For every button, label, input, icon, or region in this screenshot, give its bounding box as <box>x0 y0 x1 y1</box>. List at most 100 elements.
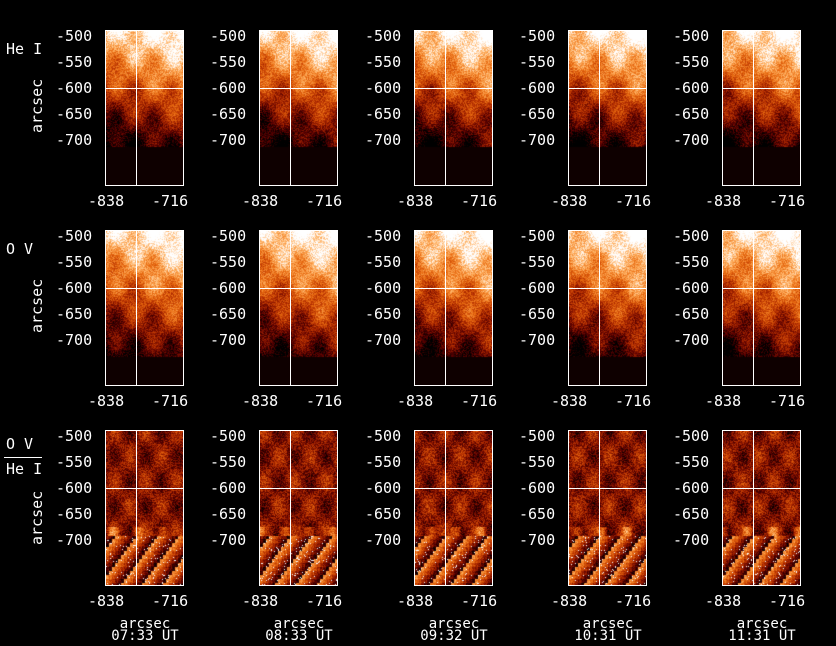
y-tick-label: -650 <box>673 505 710 523</box>
y-tick-label: -550 <box>519 253 556 271</box>
y-tick-label: -600 <box>210 79 247 97</box>
y-tick-label: -500 <box>56 27 93 45</box>
time-label: 11:31 UT <box>728 628 796 644</box>
crosshair-horizontal <box>106 288 183 289</box>
y-tick-label: -600 <box>673 479 710 497</box>
ratio-fraction-bar <box>4 457 42 458</box>
y-tick-label: -600 <box>519 279 556 297</box>
crosshair-horizontal <box>260 488 337 489</box>
y-tick-label: -700 <box>673 131 710 149</box>
x-tick-label: -838 <box>242 392 279 410</box>
x-axis-label: arcsec <box>582 616 634 632</box>
x-tick-label: -838 <box>551 392 588 410</box>
solar-image <box>569 31 646 185</box>
x-tick-label: -716 <box>461 592 498 610</box>
x-axis-label: arcsec <box>119 616 171 632</box>
solar-image <box>260 431 337 585</box>
y-tick-label: -700 <box>519 531 556 549</box>
crosshair-vertical <box>599 431 600 585</box>
y-tick-label: -550 <box>365 453 402 471</box>
y-tick-label: -700 <box>56 131 93 149</box>
row-label-o-v: O V <box>6 240 34 258</box>
y-tick-label: -700 <box>210 531 247 549</box>
y-tick-label: -500 <box>210 27 247 45</box>
y-tick-label: -500 <box>56 427 93 445</box>
x-tick-label: -716 <box>769 392 806 410</box>
x-tick-label: -838 <box>88 192 125 210</box>
y-tick-label: -500 <box>519 27 556 45</box>
x-tick-label: -838 <box>705 192 742 210</box>
y-tick-label: -700 <box>210 331 247 349</box>
y-tick-label: -600 <box>365 279 402 297</box>
x-tick-label: -716 <box>306 192 343 210</box>
x-tick-label: -716 <box>769 592 806 610</box>
crosshair-vertical <box>290 31 291 185</box>
solar-image <box>569 231 646 385</box>
y-tick-label: -600 <box>56 479 93 497</box>
y-axis-label: arcsec <box>28 78 46 133</box>
crosshair-horizontal <box>260 88 337 89</box>
crosshair-horizontal <box>723 288 800 289</box>
y-tick-label: -550 <box>365 53 402 71</box>
solar-image <box>106 231 183 385</box>
crosshair-horizontal <box>106 488 183 489</box>
y-tick-label: -600 <box>673 279 710 297</box>
y-tick-label: -600 <box>210 479 247 497</box>
crosshair-horizontal <box>569 488 646 489</box>
solar-image <box>723 231 800 385</box>
x-tick-label: -838 <box>242 592 279 610</box>
y-tick-label: -700 <box>365 331 402 349</box>
y-tick-label: -650 <box>673 305 710 323</box>
y-tick-label: -700 <box>56 331 93 349</box>
y-tick-label: -650 <box>673 105 710 123</box>
time-label: 09:32 UT <box>420 628 488 644</box>
x-tick-label: -716 <box>152 592 189 610</box>
y-tick-label: -500 <box>519 427 556 445</box>
x-tick-label: -716 <box>152 192 189 210</box>
crosshair-horizontal <box>415 488 492 489</box>
crosshair-vertical <box>136 31 137 185</box>
x-tick-label: -838 <box>705 392 742 410</box>
row-label-ratio-bottom: He I <box>6 460 43 478</box>
image-panel <box>105 30 184 186</box>
y-tick-label: -600 <box>56 79 93 97</box>
crosshair-vertical <box>290 431 291 585</box>
crosshair-vertical <box>753 231 754 385</box>
x-tick-label: -838 <box>397 192 434 210</box>
x-axis-label: arcsec <box>428 616 480 632</box>
x-axis-label: arcsec <box>273 616 325 632</box>
y-axis-label: arcsec <box>28 278 46 333</box>
y-tick-label: -650 <box>210 505 247 523</box>
y-tick-label: -500 <box>210 227 247 245</box>
y-tick-label: -600 <box>519 79 556 97</box>
y-tick-label: -650 <box>210 305 247 323</box>
y-tick-label: -700 <box>519 331 556 349</box>
crosshair-horizontal <box>723 488 800 489</box>
y-tick-label: -700 <box>673 331 710 349</box>
image-panel <box>414 30 493 186</box>
y-tick-label: -600 <box>56 279 93 297</box>
crosshair-horizontal <box>415 88 492 89</box>
crosshair-horizontal <box>569 288 646 289</box>
image-panel <box>105 230 184 386</box>
y-tick-label: -550 <box>519 53 556 71</box>
y-tick-label: -650 <box>56 305 93 323</box>
y-tick-label: -650 <box>365 105 402 123</box>
x-tick-label: -716 <box>152 392 189 410</box>
y-tick-label: -500 <box>673 427 710 445</box>
x-tick-label: -838 <box>705 592 742 610</box>
image-panel <box>568 230 647 386</box>
y-tick-label: -650 <box>365 305 402 323</box>
y-tick-label: -600 <box>673 79 710 97</box>
x-tick-label: -838 <box>551 192 588 210</box>
x-tick-label: -716 <box>461 192 498 210</box>
image-panel <box>568 430 647 586</box>
y-tick-label: -650 <box>365 505 402 523</box>
crosshair-vertical <box>445 231 446 385</box>
solar-image <box>106 31 183 185</box>
image-panel <box>259 30 338 186</box>
row-label-he-i: He I <box>6 40 43 58</box>
image-panel <box>722 230 801 386</box>
y-tick-label: -700 <box>56 531 93 549</box>
crosshair-vertical <box>599 231 600 385</box>
